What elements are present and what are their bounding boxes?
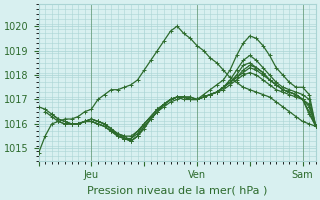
X-axis label: Pression niveau de la mer( hPa ): Pression niveau de la mer( hPa ) — [87, 186, 268, 196]
